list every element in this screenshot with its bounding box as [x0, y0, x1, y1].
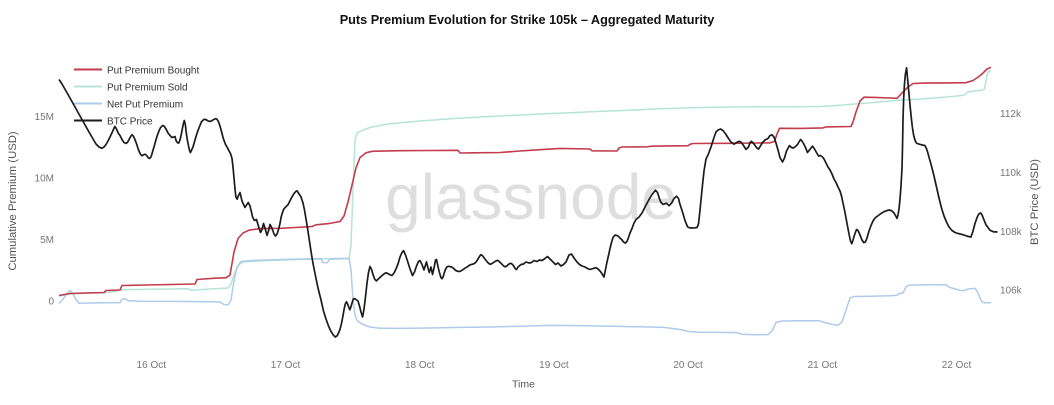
- svg-text:Cumulative Premium (USD): Cumulative Premium (USD): [7, 131, 19, 271]
- svg-text:22 Oct: 22 Oct: [942, 360, 972, 371]
- svg-text:110k: 110k: [1000, 168, 1022, 179]
- svg-text:108k: 108k: [1000, 227, 1023, 238]
- svg-text:20 Oct: 20 Oct: [673, 360, 703, 371]
- svg-text:5M: 5M: [40, 235, 54, 246]
- svg-text:Puts Premium Evolution for Str: Puts Premium Evolution for Strike 105k –…: [340, 13, 715, 27]
- svg-text:Put Premium Sold: Put Premium Sold: [107, 83, 188, 94]
- svg-text:Put Premium Bought: Put Premium Bought: [107, 66, 199, 77]
- svg-text:18 Oct: 18 Oct: [405, 360, 435, 371]
- svg-text:BTC Price: BTC Price: [107, 117, 153, 128]
- svg-text:0: 0: [48, 297, 54, 308]
- svg-text:17 Oct: 17 Oct: [271, 360, 301, 371]
- svg-text:112k: 112k: [1000, 109, 1022, 120]
- svg-text:21 Oct: 21 Oct: [808, 360, 838, 371]
- svg-text:10M: 10M: [35, 173, 54, 184]
- svg-text:15M: 15M: [35, 112, 54, 123]
- svg-text:Time: Time: [512, 379, 535, 391]
- svg-text:106k: 106k: [1000, 286, 1023, 297]
- svg-text:Net Put Premium: Net Put Premium: [107, 100, 183, 111]
- svg-text:19 Oct: 19 Oct: [539, 360, 569, 371]
- svg-text:glassnode: glassnode: [385, 161, 677, 233]
- svg-text:BTC Price (USD): BTC Price (USD): [1029, 159, 1041, 245]
- svg-text:16 Oct: 16 Oct: [137, 360, 167, 371]
